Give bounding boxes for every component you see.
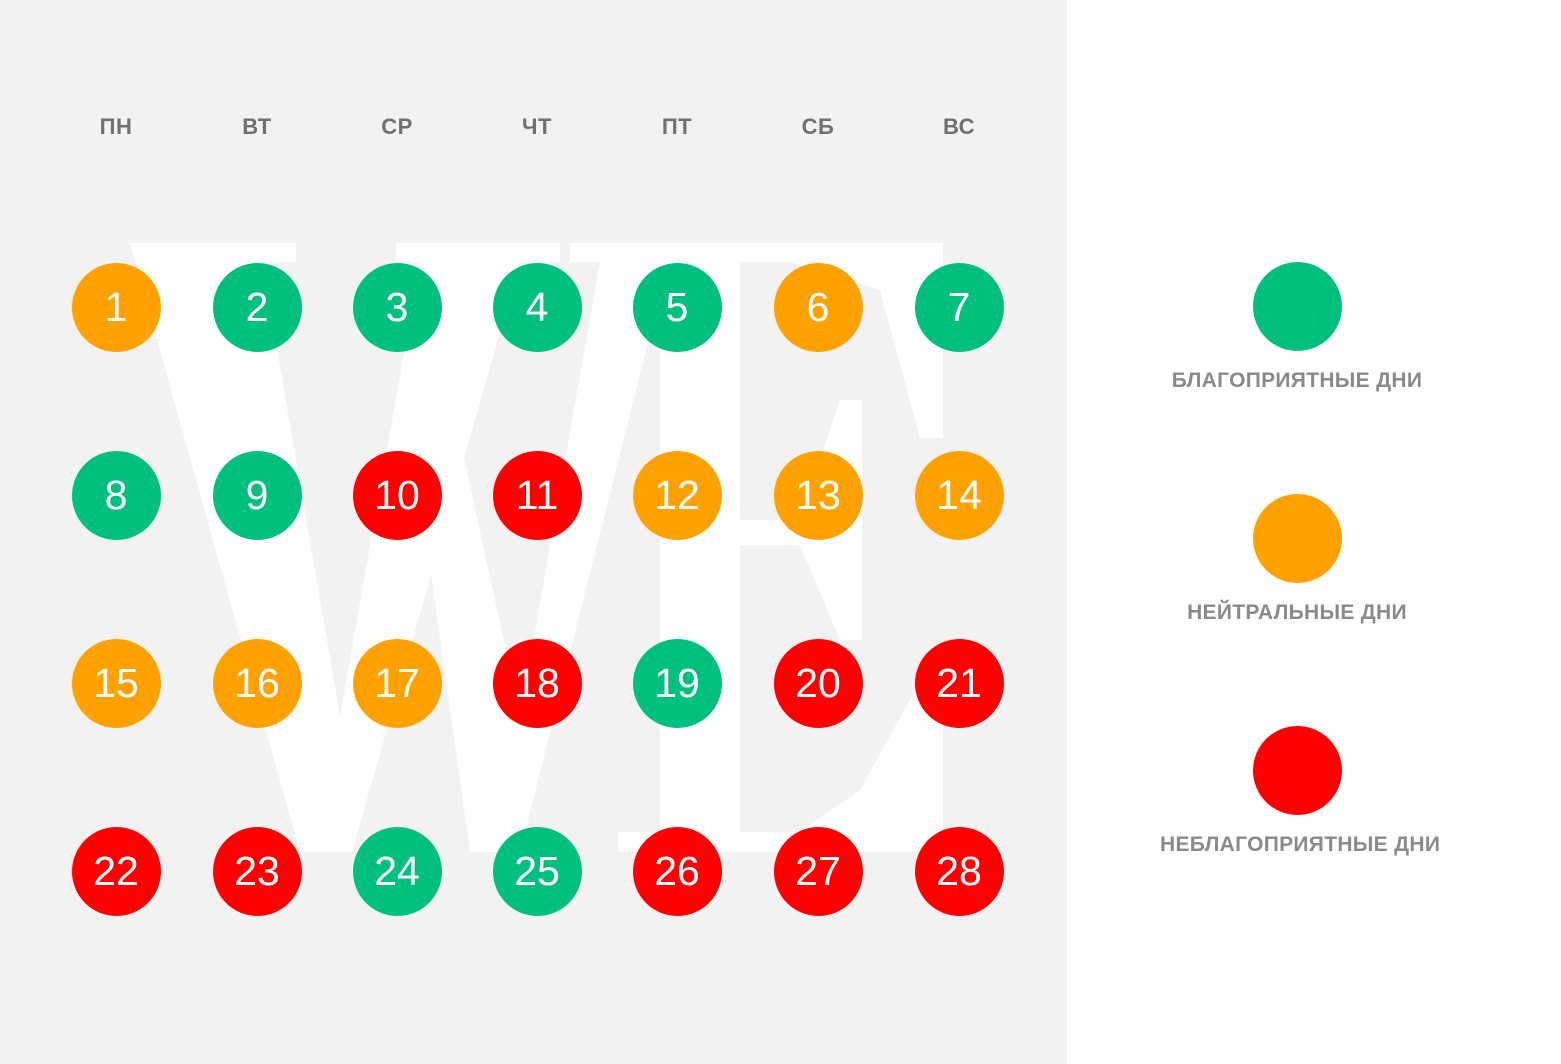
legend-dot-neutral [1252,494,1342,583]
day-circle-unfavorable: 21 [914,638,1004,728]
day-circle-unfavorable: 18 [492,638,582,728]
day-circle-neutral: 12 [632,450,722,540]
weekday-header: СБ [801,114,835,139]
day-circle-unfavorable: 23 [212,826,302,916]
day-circle-neutral: 1 [71,262,161,352]
day-circle-favorable: 3 [352,262,442,352]
legend-item-unfavorable: НЕБЛАГОПРИЯТНЫЕ ДНИ [1160,726,1441,857]
calendar-panel: ПН ВТ СР ЧТ ПТ СБ ВС 1 2 3 4 5 6 7 8 9 10 11 12 13 14 15 16 17… [0,0,1067,1064]
day-circle-unfavorable: 11 [492,450,582,540]
weekday-header: ЧТ [522,114,552,139]
legend-label-neutral: НЕЙТРАЛЬНЫЕ ДНИ [1187,601,1407,624]
legend-dot-favorable [1252,262,1342,351]
day-circle-neutral: 6 [773,262,863,352]
day-circle-unfavorable: 10 [352,450,442,540]
watermark-letter-w [130,243,700,852]
legend-dot-unfavorable [1252,726,1342,815]
legend-item-favorable: БЛАГОПРИЯТНЫЕ ДНИ [1160,262,1434,393]
day-circle-neutral: 16 [212,638,302,728]
day-circle-favorable: 5 [632,262,722,352]
day-circle-unfavorable: 27 [773,826,863,916]
day-circle-neutral: 14 [914,450,1004,540]
legend-label-unfavorable: НЕБЛАГОПРИЯТНЫЕ ДНИ [1160,833,1441,856]
day-circle-favorable: 19 [632,638,722,728]
day-circle-unfavorable: 22 [71,826,161,916]
legend-item-neutral: НЕЙТРАЛЬНЫЕ ДНИ [1160,494,1434,625]
weekday-header: СР [381,114,413,139]
weekday-header: ПТ [661,114,693,139]
weekday-header: ВТ [242,114,272,139]
day-circle-favorable: 25 [492,826,582,916]
day-circle-unfavorable: 26 [632,826,722,916]
day-circle-neutral: 13 [773,450,863,540]
day-circle-neutral: 15 [71,638,161,728]
legend-label-favorable: БЛАГОПРИЯТНЫЕ ДНИ [1171,369,1423,392]
day-circle-neutral: 17 [352,638,442,728]
day-circle-favorable: 9 [212,450,302,540]
day-circle-unfavorable: 20 [773,638,863,728]
day-circle-favorable: 8 [71,450,161,540]
day-circle-favorable: 24 [352,826,442,916]
day-circle-favorable: 7 [914,262,1004,352]
weekday-header: ВС [943,114,975,139]
day-circle-favorable: 4 [492,262,582,352]
day-circle-unfavorable: 28 [914,826,1004,916]
weekday-header: ПН [99,114,133,139]
day-circle-favorable: 2 [212,262,302,352]
